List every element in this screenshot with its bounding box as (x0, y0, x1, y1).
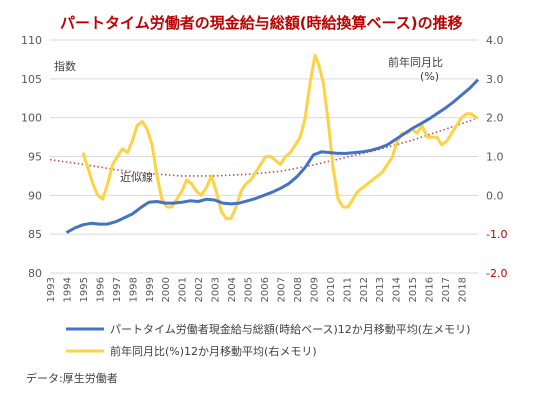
right-tick-label: 4.0 (486, 34, 504, 47)
x-tick-label: 1994 (62, 277, 73, 302)
left-tick-label: 85 (28, 228, 42, 241)
left-tick-label: 80 (28, 267, 42, 280)
x-tick-label: 2016 (425, 277, 436, 302)
right-axis-label-line2: (%) (420, 70, 439, 83)
x-tick-label: 2007 (276, 277, 287, 302)
x-tick-label: 2010 (326, 277, 337, 302)
source-note: データ:厚生労働者 (26, 371, 118, 385)
x-tick-label: 1993 (46, 277, 57, 302)
legend-label-yoy: 前年同月比(%)12か月移動平均(右メモリ) (110, 344, 317, 358)
x-tick-label: 2005 (244, 277, 255, 302)
x-tick-label: 1999 (145, 277, 156, 302)
x-tick-label: 2012 (359, 277, 370, 302)
left-tick-label: 90 (28, 189, 42, 202)
left-tick-label: 105 (21, 73, 42, 86)
trend-label: 近似線 (120, 170, 153, 184)
right-tick-label: 0.0 (486, 189, 504, 202)
legend-label-index: パートタイム労働者現金給与総額(時給ベース)12か月移動平均(左メモリ) (110, 322, 470, 336)
left-tick-label: 95 (28, 151, 42, 164)
x-tick-label: 1995 (79, 277, 90, 302)
x-tick-label: 1997 (112, 277, 123, 302)
x-tick-label: 2009 (309, 277, 320, 302)
x-tick-label: 2011 (342, 277, 353, 302)
left-axis-ticks: 80 85 90 95 100 105 110 (21, 34, 42, 280)
right-tick-label: 1.0 (486, 151, 504, 164)
x-tick-label: 2017 (441, 277, 452, 302)
right-tick-label: 2.0 (486, 112, 504, 125)
right-axis-ticks: -2.0 -1.0 0.0 1.0 2.0 3.0 4.0 (486, 34, 507, 280)
x-tick-label: 2018 (458, 277, 469, 302)
right-tick-label: 3.0 (486, 73, 504, 86)
right-tick-label: -2.0 (486, 267, 507, 280)
x-tick-label: 2008 (293, 277, 304, 302)
series-lines (49, 54, 480, 234)
left-tick-label: 110 (21, 34, 42, 47)
x-tick-label: 2002 (194, 277, 205, 302)
series-yoy-line (81, 54, 478, 221)
x-tick-label: 2006 (260, 277, 271, 302)
right-axis-label-line1: 前年同月比 (388, 55, 443, 69)
chart-title: パートタイム労働者の現金給与総額(時給換算ベース)の推移 (60, 14, 463, 32)
x-tick-label: 2003 (211, 277, 222, 302)
x-tick-label: 2001 (178, 277, 189, 302)
x-tick-label: 1998 (128, 277, 139, 302)
x-tick-label: 2015 (408, 277, 419, 302)
x-tick-label: 1996 (95, 277, 106, 302)
series-index-line (65, 78, 480, 234)
x-tick-label: 2004 (227, 277, 238, 302)
right-tick-label: -1.0 (486, 228, 507, 241)
left-tick-label: 100 (21, 112, 42, 125)
x-tick-label: 2013 (375, 277, 386, 302)
x-axis-ticks: 1993 1994 1995 1996 1997 1998 1999 2000 2001 2002… (46, 277, 469, 302)
x-tick-label: 2014 (392, 277, 403, 302)
left-axis-label: 指数 (54, 59, 76, 73)
x-tick-label: 2000 (161, 277, 172, 302)
series-trend-line (49, 118, 475, 177)
